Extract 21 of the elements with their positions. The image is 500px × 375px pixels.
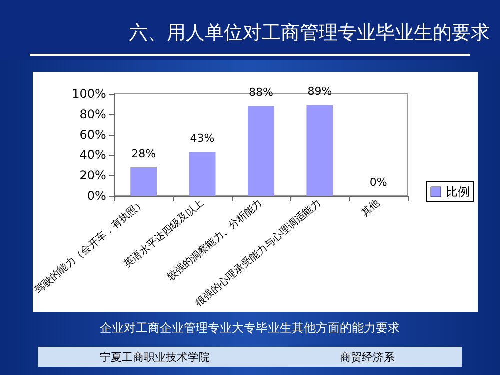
y-tick-label: 60% [80, 128, 106, 142]
bar [306, 105, 334, 196]
x-tick-label: 其他 [359, 197, 382, 220]
y-tick-label: 100% [72, 87, 106, 101]
bar [189, 152, 216, 196]
y-tick-label: 80% [80, 107, 106, 122]
text: 企业对工商企业管理专业大专毕业生其他方面的能力要求 [99, 320, 401, 337]
text: 宁夏工商职业技术学院 [100, 350, 210, 365]
legend-label: 比例 [446, 185, 470, 199]
data-label: 89% [308, 85, 332, 98]
data-label: 88% [249, 86, 274, 100]
bar [248, 106, 274, 196]
bar [130, 167, 158, 196]
y-tick-label: 0% [87, 189, 106, 203]
chart-title: 六、用人单位对工商管理专业毕业生的要求 [128, 21, 490, 46]
y-tick-label: 20% [80, 168, 106, 183]
y-tick-label: 40% [80, 148, 106, 162]
data-label: 0% [370, 176, 388, 189]
data-label: 28% [132, 147, 156, 160]
text: 商贸经济系 [340, 350, 395, 365]
data-label: 43% [190, 132, 215, 146]
